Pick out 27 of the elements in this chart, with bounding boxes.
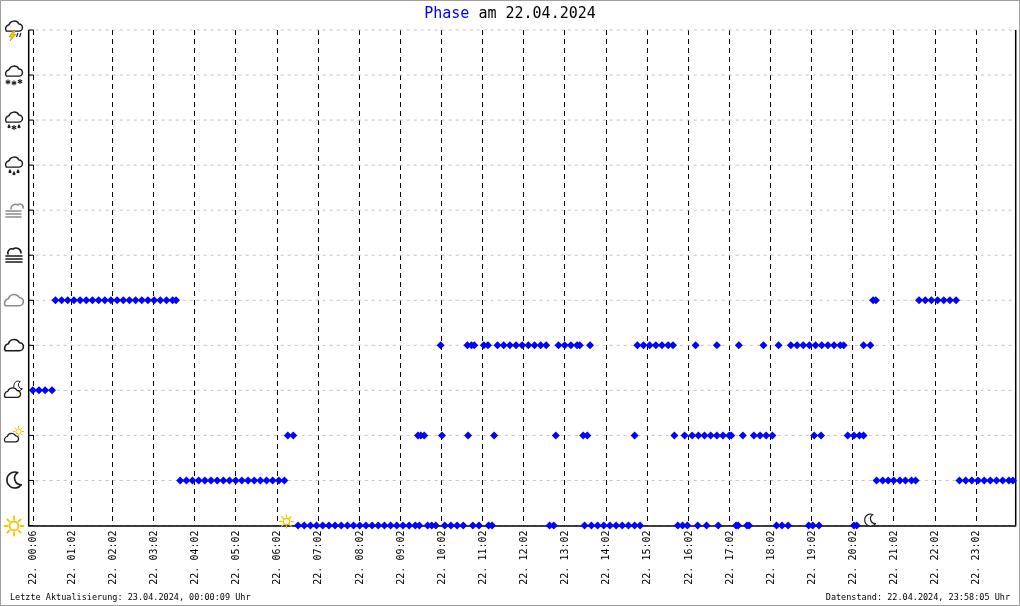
x-tick-label: 22. 23:02: [970, 530, 982, 585]
x-tick-label: 22. 11:02: [476, 530, 488, 585]
x-tick-label: 22. 17:02: [723, 530, 735, 585]
x-tick-label: 22. 18:02: [764, 530, 776, 585]
x-tick-label: 22. 10:02: [435, 530, 447, 585]
x-tick-label: 22. 09:02: [394, 530, 406, 585]
x-tick-label: 22. 22:02: [929, 530, 941, 585]
x-tick-label: 22. 13:02: [559, 530, 571, 585]
x-tick-label: 22. 06:02: [271, 530, 283, 585]
x-tick-label: 22. 07:02: [312, 530, 324, 585]
x-tick-label: 22. 19:02: [805, 530, 817, 585]
x-tick-label: 22. 02:02: [106, 530, 118, 585]
x-tick-label: 22. 21:02: [888, 530, 900, 585]
x-tick-label: 22. 12:02: [518, 530, 530, 585]
x-tick-label: 22. 04:02: [189, 530, 201, 585]
x-tick-label: 22. 14:02: [600, 530, 612, 585]
text: Letzte Aktualisierung: 23.04.2024, 00:00:09 Uhr: [10, 592, 251, 603]
x-tick-label: 22. 15:02: [641, 530, 653, 585]
x-tick-label: 22. 08:02: [353, 530, 365, 585]
x-tick-label: 22. 03:02: [147, 530, 159, 585]
text: Datenstand: 22.04.2024, 23:58:05 Uhr: [825, 592, 1010, 603]
x-tick-label: 22. 16:02: [682, 530, 694, 585]
x-tick-label: 22. 01:02: [65, 530, 77, 585]
x-tick-label: 22. 00:06: [27, 530, 39, 585]
chart-title: Phase am 22.04.2024: [424, 4, 596, 22]
x-tick-label: 22. 20:02: [847, 530, 859, 585]
x-tick-label: 22. 05:02: [230, 530, 242, 585]
